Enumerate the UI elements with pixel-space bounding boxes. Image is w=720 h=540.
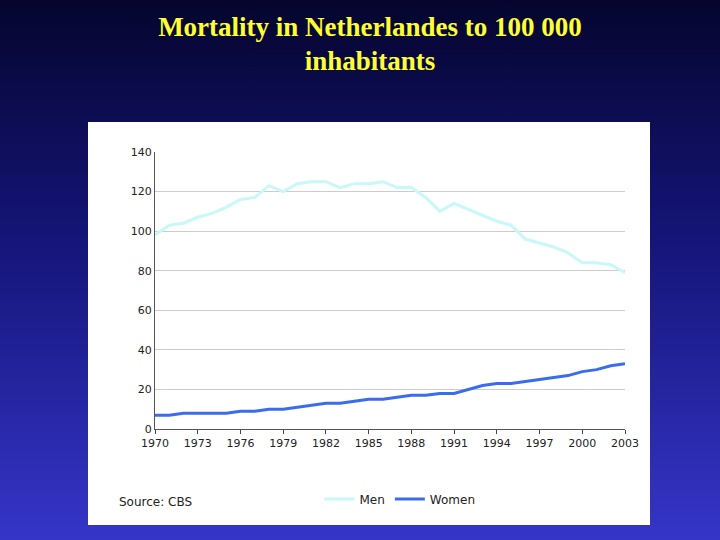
svg-text:80: 80 [138,265,152,278]
svg-text:120: 120 [131,185,152,198]
svg-text:Women: Women [430,493,475,507]
svg-text:1994: 1994 [483,437,511,450]
svg-text:1973: 1973 [184,437,212,450]
svg-text:1988: 1988 [397,437,425,450]
svg-text:1979: 1979 [269,437,297,450]
svg-text:20: 20 [138,383,152,396]
svg-text:40: 40 [138,344,152,357]
svg-text:1970: 1970 [141,437,169,450]
svg-text:2000: 2000 [568,437,596,450]
svg-text:140: 140 [131,146,152,159]
svg-text:1985: 1985 [355,437,383,450]
html-text:Mortality in Netherlandes to 1: Mortality in Netherlandes to 100 000 inh… [158,12,582,76]
svg-text:1976: 1976 [226,437,254,450]
svg-text:1997: 1997 [526,437,554,450]
svg-text:0: 0 [145,423,152,436]
svg-text:Source: CBS: Source: CBS [119,495,192,509]
svg-text:1982: 1982 [312,437,340,450]
svg-text:2003: 2003 [611,437,639,450]
svg-text:100: 100 [131,225,152,238]
svg-text:60: 60 [138,304,152,317]
svg-text:Men: Men [360,493,385,507]
svg-text:1991: 1991 [440,437,468,450]
